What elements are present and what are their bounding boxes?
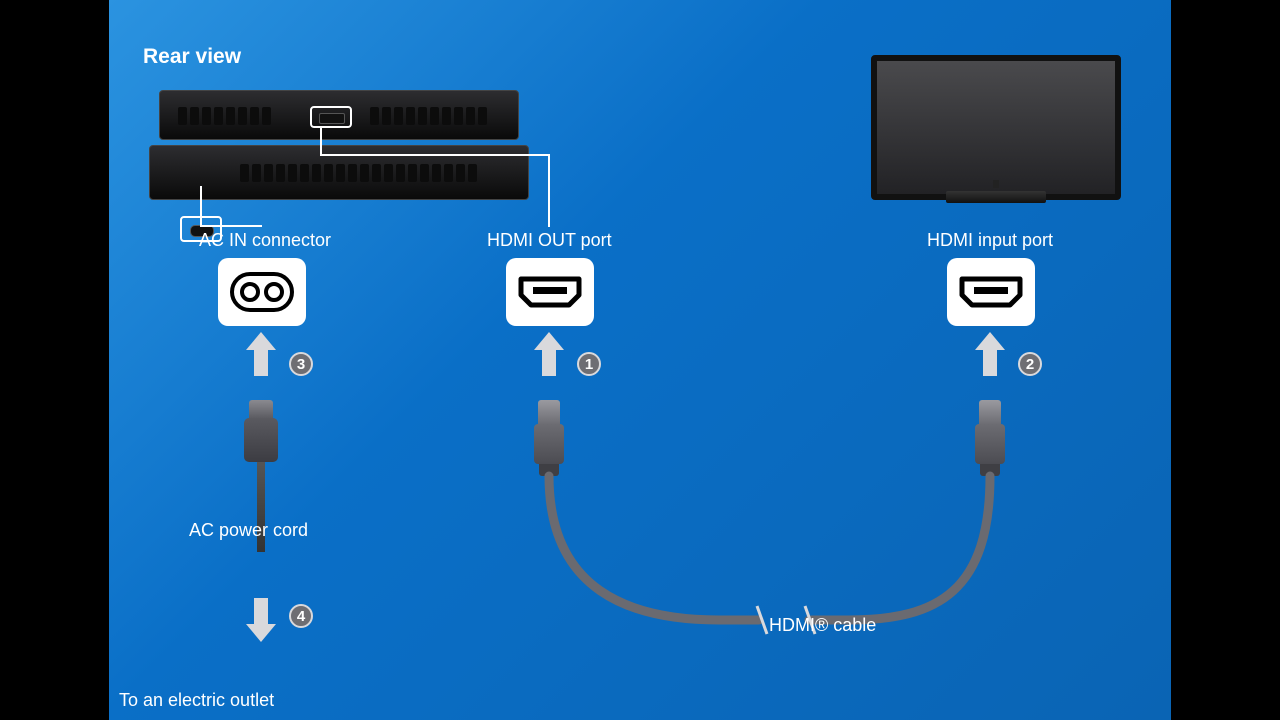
label-hdmi-in: HDMI input port <box>927 230 1053 251</box>
label-ac-connector: AC IN connector <box>199 230 331 251</box>
tv-stand <box>946 191 1046 203</box>
diagram-stage: Rear view <box>109 0 1171 720</box>
vent-group <box>178 107 271 125</box>
console-hdmi-port-highlight <box>310 106 352 128</box>
tv <box>871 55 1121 215</box>
lead-line <box>260 225 262 227</box>
tv-screen <box>871 55 1121 200</box>
lead-line <box>320 154 550 156</box>
vent-group <box>370 107 487 125</box>
hdmi-in-port-icon <box>947 258 1035 326</box>
lead-line <box>200 225 262 227</box>
step-badge-2: 2 <box>1018 352 1042 376</box>
hdmi-plug <box>975 400 1005 476</box>
hdmi-out-port-icon <box>506 258 594 326</box>
lead-line <box>548 154 550 227</box>
label-ac-cord: AC power cord <box>189 520 308 541</box>
lead-line <box>200 186 202 227</box>
label-hdmi-cable: HDMI® cable <box>769 615 876 636</box>
label-hdmi-out: HDMI OUT port <box>487 230 612 251</box>
console-top-tier <box>159 90 519 140</box>
vent-group <box>240 164 477 182</box>
label-to-outlet: To an electric outlet <box>119 690 274 711</box>
lead-line <box>320 127 322 154</box>
step-badge-4: 4 <box>289 604 313 628</box>
ac-port-icon <box>218 258 306 326</box>
console-rear <box>149 90 529 205</box>
hdmi-plug <box>534 400 564 476</box>
title: Rear view <box>143 45 241 69</box>
step-badge-1: 1 <box>577 352 601 376</box>
step-badge-3: 3 <box>289 352 313 376</box>
